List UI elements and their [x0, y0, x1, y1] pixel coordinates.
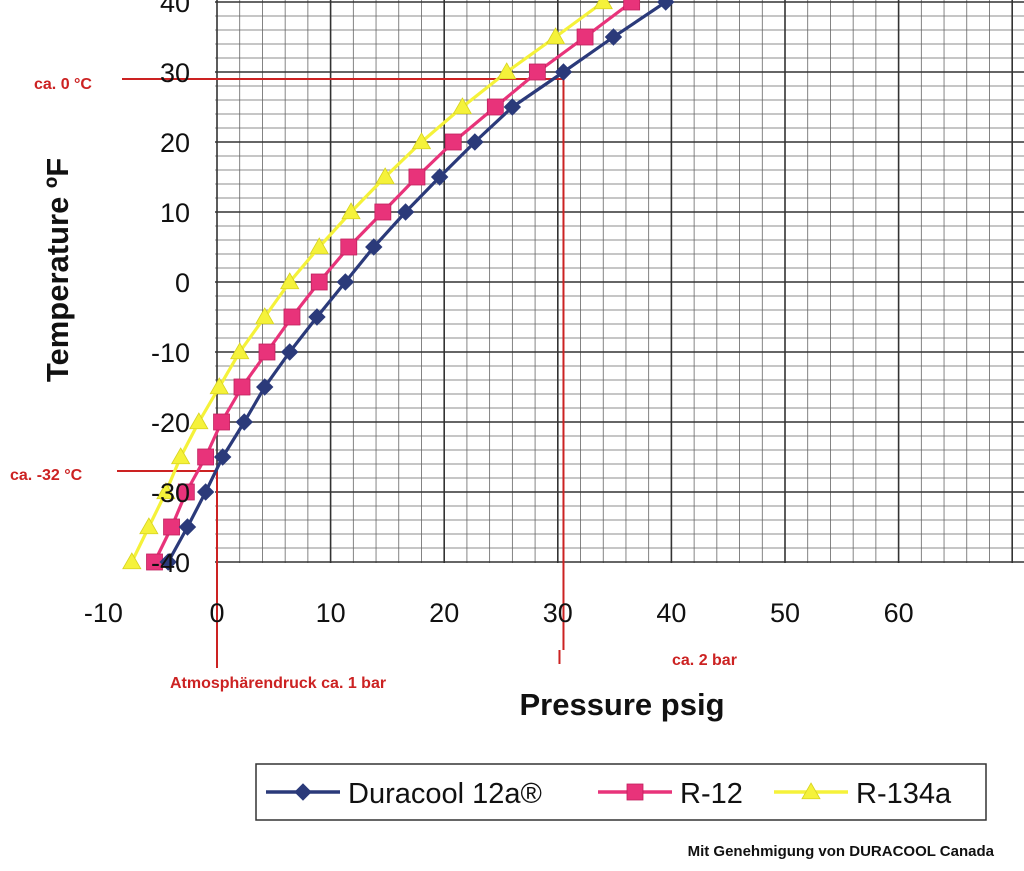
data-point	[178, 518, 197, 536]
y-tick-label: 10	[160, 198, 190, 228]
y-tick-label: 0	[175, 268, 190, 298]
data-point	[213, 413, 230, 431]
reference-lines	[117, 78, 565, 668]
x-tick-label: 0	[209, 598, 224, 628]
data-point	[486, 98, 504, 116]
series-duracool-12a	[159, 0, 675, 571]
data-point	[310, 273, 328, 291]
legend-marker	[626, 783, 644, 801]
y-tick-labels: -40 -30 -20 -10 0 10 20 30 40	[151, 0, 190, 578]
x-tick-labels: -10 0 10 20 30 40 50 60	[84, 598, 914, 628]
data-point	[593, 0, 613, 10]
data-point	[374, 203, 392, 221]
data-point	[122, 552, 142, 570]
x-tick-label: 60	[884, 598, 914, 628]
data-point	[554, 63, 573, 81]
data-point	[177, 483, 195, 501]
data-point	[213, 448, 232, 466]
data-point	[375, 167, 395, 185]
annotation-left-label: Atmosphärendruck ca. 1 bar	[170, 675, 386, 692]
legend-item: R-12	[598, 778, 743, 810]
legend-item: R-134a	[774, 778, 952, 810]
data-point	[280, 272, 300, 290]
data-point	[209, 377, 229, 395]
data-point	[336, 273, 355, 291]
x-tick-label: 10	[316, 598, 346, 628]
data-point	[365, 238, 383, 256]
legend-label: R-134a	[856, 778, 952, 810]
x-tick-label: 30	[543, 598, 573, 628]
data-point	[623, 0, 641, 11]
data-point	[139, 517, 159, 535]
y-tick-label: -40	[151, 548, 190, 578]
data-point	[156, 482, 176, 500]
series-r-134a	[122, 0, 613, 570]
grid-major	[215, 0, 1024, 563]
series-layer	[122, 0, 675, 571]
data-point	[283, 308, 301, 326]
data-point	[657, 0, 675, 11]
data-point	[430, 168, 449, 186]
legend-item: Duracool 12a®	[266, 778, 542, 810]
y-tick-label: 20	[160, 128, 190, 158]
x-tick-label: 50	[770, 598, 800, 628]
data-point	[411, 132, 432, 150]
data-point	[576, 28, 594, 46]
data-point	[197, 448, 215, 466]
data-point	[256, 378, 274, 396]
annotation-bottom-label: ca. -32 °C	[10, 467, 83, 484]
y-tick-label: -30	[151, 478, 190, 508]
x-axis-title: Pressure psig	[519, 687, 724, 722]
data-point	[528, 63, 546, 81]
data-point	[163, 518, 180, 536]
data-point	[604, 28, 623, 46]
data-point	[255, 307, 275, 325]
data-point	[545, 27, 566, 45]
data-point	[444, 133, 462, 151]
data-point	[496, 62, 517, 80]
data-point	[280, 343, 299, 361]
data-point	[309, 237, 329, 255]
data-point	[196, 483, 215, 501]
data-point	[308, 308, 326, 326]
data-point	[170, 447, 191, 465]
x-tick-label: 40	[656, 598, 686, 628]
y-tick-label: -20	[151, 408, 190, 438]
x-tick-label: 20	[429, 598, 459, 628]
data-point	[341, 202, 361, 220]
legend: Duracool 12a® R-12 R-134a	[255, 763, 987, 821]
legend-label: R-12	[680, 778, 743, 810]
annotation-top-label: ca. 0 °C	[34, 76, 92, 93]
data-point	[230, 342, 250, 360]
data-point	[189, 412, 209, 430]
legend-label: Duracool 12a®	[348, 778, 542, 810]
x-tick-label: -10	[84, 598, 123, 628]
y-axis-title: Temperature ºF	[40, 158, 75, 382]
data-point	[340, 238, 358, 256]
data-point	[396, 203, 415, 221]
credit-text: Mit Genehmigung von DURACOOL Canada	[688, 843, 995, 860]
data-point	[159, 553, 177, 571]
y-tick-label: 30	[160, 58, 190, 88]
series-r-12	[146, 0, 641, 571]
data-point	[235, 413, 253, 431]
y-tick-label: -10	[151, 338, 190, 368]
data-point	[408, 168, 426, 186]
data-point	[233, 378, 251, 396]
data-point	[258, 343, 276, 361]
y-tick-label: 40	[160, 0, 190, 18]
legend-marker	[294, 783, 312, 801]
legend-marker	[801, 782, 821, 800]
annotation-right-label: ca. 2 bar	[672, 652, 737, 669]
data-point	[466, 133, 484, 151]
data-point	[452, 97, 473, 115]
data-point	[503, 98, 522, 116]
